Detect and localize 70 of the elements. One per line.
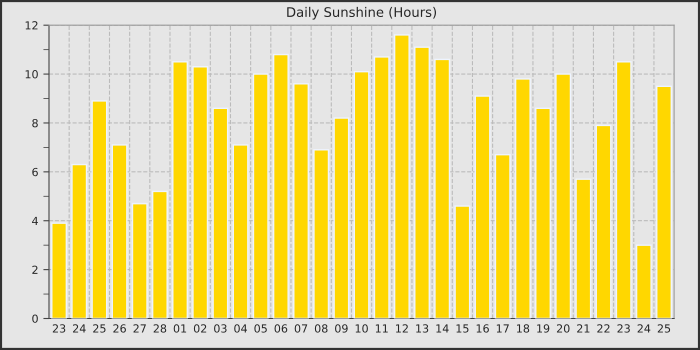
x-tick-label: 05 bbox=[254, 324, 267, 333]
y-tick-label: 2 bbox=[32, 266, 38, 274]
bar bbox=[192, 66, 208, 318]
x-tick-label: 13 bbox=[416, 324, 428, 333]
bar bbox=[293, 83, 310, 318]
x-tick-label: 28 bbox=[154, 324, 166, 333]
x-tick-label: 07 bbox=[294, 324, 308, 333]
bar bbox=[71, 164, 88, 318]
x-tick-label: 24 bbox=[638, 324, 650, 332]
bar bbox=[535, 108, 551, 318]
bar bbox=[374, 56, 390, 318]
bar bbox=[656, 86, 672, 318]
x-tick-label: 02 bbox=[194, 324, 206, 333]
bar bbox=[91, 100, 108, 318]
x-tick-label: 25 bbox=[658, 324, 670, 333]
bar bbox=[514, 78, 531, 318]
bar bbox=[596, 124, 612, 318]
y-tick-label: 10 bbox=[26, 70, 38, 78]
x-tick-label: 23 bbox=[617, 324, 630, 333]
x-tick-label: 21 bbox=[577, 324, 590, 332]
bar bbox=[414, 46, 430, 318]
y-tick-label: 12 bbox=[26, 21, 38, 30]
bar bbox=[172, 61, 188, 318]
y-tick-label: 4 bbox=[32, 216, 38, 225]
x-tick-label: 11 bbox=[376, 324, 388, 332]
x-tick-label: 27 bbox=[133, 324, 146, 332]
chart-title: Daily Sunshine (Hours) bbox=[287, 6, 436, 20]
x-tick-label: 12 bbox=[396, 324, 408, 332]
x-tick-label: 19 bbox=[537, 324, 550, 333]
bar bbox=[333, 117, 350, 318]
x-tick-label: 23 bbox=[52, 324, 66, 333]
bar bbox=[212, 108, 228, 318]
bar bbox=[636, 244, 652, 318]
bar bbox=[232, 144, 249, 318]
y-tick-label: 8 bbox=[32, 118, 38, 128]
x-tick-label: 22 bbox=[597, 324, 610, 332]
x-tick-label: 03 bbox=[214, 324, 227, 333]
x-tick-label: 26 bbox=[113, 324, 126, 333]
bar bbox=[112, 144, 128, 318]
x-tick-label: 15 bbox=[456, 324, 468, 333]
x-tick-label: 17 bbox=[496, 324, 509, 332]
bar bbox=[252, 73, 269, 318]
x-tick-label: 20 bbox=[556, 324, 570, 333]
x-tick-label: 18 bbox=[517, 324, 530, 333]
y-tick-label: 0 bbox=[32, 314, 38, 323]
x-tick-label: 09 bbox=[335, 324, 348, 333]
bar bbox=[494, 154, 511, 318]
bar bbox=[132, 202, 148, 318]
bar bbox=[555, 73, 572, 318]
x-tick-label: 16 bbox=[476, 324, 489, 333]
bar bbox=[575, 178, 592, 318]
x-tick-label: 06 bbox=[274, 324, 288, 333]
bar bbox=[454, 205, 470, 318]
x-tick-label: 25 bbox=[93, 324, 106, 333]
x-tick-label: 10 bbox=[356, 324, 368, 333]
x-tick-label: 01 bbox=[174, 324, 186, 333]
bar bbox=[474, 95, 490, 318]
x-tick-label: 08 bbox=[314, 324, 328, 333]
bar bbox=[354, 70, 370, 318]
bar bbox=[434, 58, 450, 318]
y-tick-label: 6 bbox=[32, 168, 38, 176]
bar bbox=[152, 190, 168, 318]
bar bbox=[313, 149, 330, 318]
bar bbox=[616, 61, 632, 318]
bar bbox=[51, 222, 68, 318]
x-tick-label: 24 bbox=[72, 324, 86, 332]
bar bbox=[394, 34, 410, 318]
bar bbox=[272, 54, 289, 318]
x-tick-label: 14 bbox=[436, 324, 449, 332]
x-tick-label: 04 bbox=[234, 324, 248, 333]
